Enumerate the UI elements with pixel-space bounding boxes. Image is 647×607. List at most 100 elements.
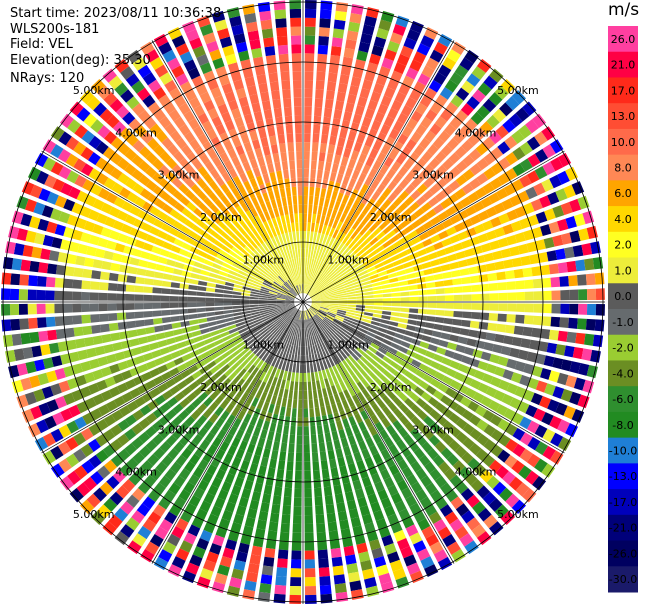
range-gate (295, 133, 302, 143)
range-gate (176, 380, 188, 390)
range-gate (311, 316, 318, 325)
range-gate (439, 504, 453, 518)
azimuth-spoke (151, 40, 304, 303)
range-gate (145, 412, 158, 424)
range-gate (425, 385, 437, 396)
range-gate (343, 225, 351, 235)
range-gate (283, 496, 292, 506)
range-gate (442, 158, 454, 171)
range-gate (318, 567, 330, 577)
range-gate (347, 343, 356, 352)
range-gate (208, 346, 219, 355)
range-gate (71, 389, 84, 402)
range-gate (137, 481, 151, 495)
range-gate (277, 44, 289, 55)
range-gate (218, 249, 229, 258)
range-gate (265, 476, 274, 487)
range-gate (519, 141, 533, 156)
range-gate (527, 377, 539, 390)
range-gate (303, 257, 306, 267)
range-gate (324, 161, 332, 172)
range-gate (488, 282, 499, 291)
range-gate (282, 323, 289, 332)
range-gate (205, 297, 215, 302)
range-gate (290, 288, 298, 296)
range-gate (281, 80, 291, 90)
range-gate (277, 460, 286, 470)
range-gate (131, 154, 144, 167)
range-gate (341, 194, 350, 205)
range-gate (404, 370, 415, 380)
range-gate (522, 389, 535, 402)
range-gate (157, 382, 169, 393)
range-gate (209, 49, 222, 61)
range-gate (327, 311, 337, 317)
range-gate (202, 408, 213, 419)
range-gate (317, 540, 328, 551)
range-gate (215, 448, 226, 460)
range-gate (343, 369, 351, 379)
range-gate (45, 276, 56, 288)
range-gate (500, 345, 512, 356)
range-gate (248, 254, 257, 263)
range-gate (45, 290, 55, 301)
range-gate (153, 33, 169, 48)
range-gate (89, 303, 99, 312)
range-gate (164, 511, 178, 525)
range-gate (294, 470, 302, 480)
range-gate (81, 314, 91, 324)
range-gate (187, 290, 197, 296)
range-gate (278, 369, 285, 380)
range-gate (331, 163, 339, 174)
range-gate (174, 261, 185, 269)
range-gate (220, 364, 230, 373)
range-label: 5.00km (73, 84, 115, 97)
range-gate (592, 334, 604, 348)
range-gate (354, 180, 363, 191)
range-gate (184, 236, 195, 245)
range-gate (483, 342, 494, 352)
range-gate (347, 130, 357, 142)
range-gate (80, 303, 91, 313)
range-gate (320, 406, 327, 416)
range-gate (364, 175, 374, 187)
range-gate (292, 62, 302, 72)
range-gate (434, 475, 448, 488)
range-gate (466, 494, 480, 508)
range-gate (75, 217, 87, 230)
range-gate (215, 284, 225, 289)
range-gate (50, 445, 64, 460)
range-gate (394, 500, 407, 513)
range-gate (152, 407, 165, 419)
range-gate (235, 551, 248, 563)
range-gate (449, 474, 463, 488)
range-gate (452, 242, 464, 252)
range-gate (413, 447, 425, 460)
range-gate (261, 565, 274, 576)
range-gate (356, 542, 368, 554)
range-gate (55, 264, 66, 276)
range-gate (549, 174, 562, 189)
range-gate (125, 73, 140, 87)
range-gate (73, 326, 84, 337)
range-gate (541, 316, 552, 327)
range-gate (116, 303, 126, 311)
range-gate (265, 54, 277, 65)
range-gate (452, 318, 462, 326)
range-gate (390, 316, 400, 322)
range-gate (347, 302, 357, 305)
range-gate (531, 226, 543, 239)
range-gate (237, 355, 247, 365)
range-gate (288, 279, 295, 288)
range-gate (513, 268, 524, 279)
range-gate (303, 337, 306, 347)
range-gate (312, 461, 320, 471)
range-gate (378, 572, 392, 585)
range-gate (330, 547, 342, 558)
range-gate (376, 399, 387, 410)
range-gate (227, 324, 237, 331)
range-gate (251, 285, 261, 291)
range-gate (288, 307, 297, 314)
range-gate (203, 173, 214, 184)
range-gate (111, 409, 124, 422)
